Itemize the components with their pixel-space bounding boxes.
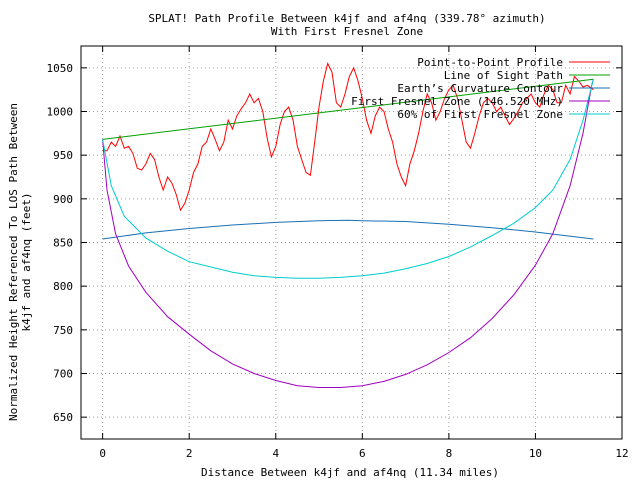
y-tick-label: 1050 (47, 62, 74, 75)
x-tick-label: 4 (272, 447, 279, 460)
y-axis-label-line2: k4jf and af4nq (feet) (20, 192, 33, 331)
legend-label-point-to-point-profile: Point-to-Point Profile (417, 56, 563, 69)
y-tick-label: 850 (53, 237, 73, 250)
y-tick-label: 750 (53, 324, 73, 337)
legend-label-earth-s-curvature-contour: Earth’s Curvature Contour (397, 82, 563, 95)
x-tick-label: 10 (529, 447, 542, 460)
series (102, 62, 594, 388)
series-line-60-of-first-fresnel-zone (102, 79, 594, 279)
legend-label-first-fresnel-zone-146-520-mhz: First Fresnel Zone (146.520 MHz) (351, 95, 563, 108)
y-tick-label: 950 (53, 149, 73, 162)
x-axis-label: Distance Between k4jf and af4nq (11.34 m… (201, 466, 499, 479)
y-tick-label: 900 (53, 193, 73, 206)
legend-label-60-of-first-fresnel-zone: 60% of First Fresnel Zone (397, 108, 563, 121)
grid (81, 46, 622, 439)
y-tick-label: 650 (53, 411, 73, 424)
x-tick-label: 8 (446, 447, 453, 460)
series-line-line-of-sight-path (102, 78, 594, 140)
y-axis-label-line1: Normalized Height Referenced To LOS Path… (7, 103, 20, 421)
x-tick-label: 0 (99, 447, 106, 460)
chart-subtitle: With First Fresnel Zone (271, 25, 423, 38)
series-line-earth-s-curvature-contour (102, 219, 594, 240)
series-line-point-to-point-profile (102, 62, 594, 212)
x-tick-label: 12 (615, 447, 628, 460)
axes: 0 2 4 6 8 10 12 650 700 750 800 850 900 950 1000 1050 (47, 45, 629, 460)
chart-title: SPLAT! Path Profile Between k4jf and af4… (148, 12, 545, 25)
x-tick-label: 6 (359, 447, 366, 460)
x-tick-label: 2 (186, 447, 193, 460)
y-tick-label: 1000 (47, 106, 74, 119)
y-tick-label: 800 (53, 280, 73, 293)
series-line-first-fresnel-zone-146-520-mhz (102, 79, 594, 388)
y-tick-label: 700 (53, 368, 73, 381)
legend-label-line-of-sight-path: Line of Sight Path (444, 69, 563, 82)
